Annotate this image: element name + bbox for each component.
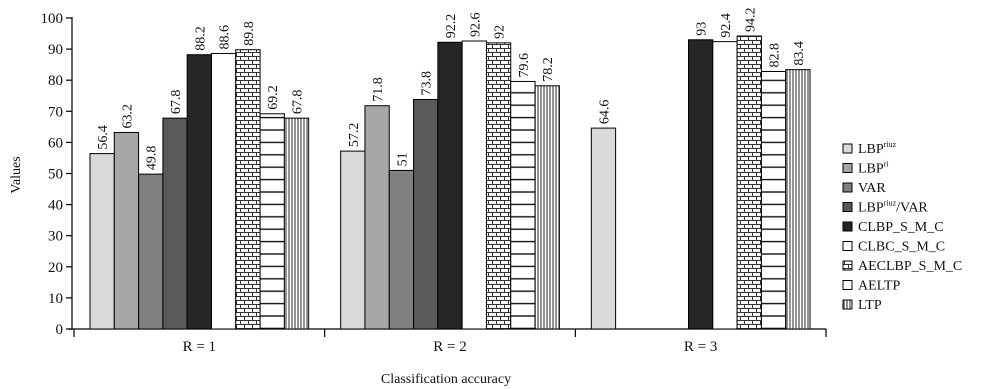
legend-label: AELTP — [858, 279, 900, 294]
legend-item: AECLBP_S_M_C — [842, 259, 962, 274]
legend-item: AELTP — [842, 279, 900, 294]
bar — [510, 80, 536, 330]
bar — [259, 113, 285, 330]
y-tick-label: 30 — [48, 229, 63, 245]
data-label: 92 — [493, 25, 508, 39]
bar — [113, 131, 140, 330]
legend-label: VAR — [858, 181, 886, 196]
bar — [162, 117, 188, 330]
y-tick-label: 100 — [41, 11, 64, 27]
x-tick-label: R = 2 — [433, 339, 466, 355]
bar — [485, 42, 512, 330]
data-label: 63.2 — [120, 104, 135, 129]
data-label: 67.8 — [169, 90, 184, 115]
bar — [590, 127, 617, 330]
legend-item: CLBP_S_M_C — [842, 220, 944, 235]
legend-swatch — [842, 182, 853, 193]
bar — [461, 40, 487, 330]
bar — [89, 153, 115, 330]
legend-item: LBPri — [842, 160, 889, 177]
bar — [235, 49, 261, 330]
bar — [186, 54, 212, 330]
x-tick-label: R = 1 — [183, 339, 216, 355]
legend-item: LBPriuz/VAR — [842, 199, 928, 216]
bar — [760, 70, 787, 330]
data-labels-layer: 56.4 63.2 49.8 67.8 88.2 88.6 89.8 69.2 67.8 57.2… — [96, 8, 807, 171]
y-tick-label: 40 — [48, 198, 63, 214]
data-label: 93 — [695, 22, 710, 36]
bar — [712, 41, 738, 330]
bar — [364, 105, 390, 330]
y-tick-label: 0 — [56, 322, 64, 338]
x-axis: R = 1 R = 2 R = 3 — [68, 328, 827, 355]
data-label: 92.4 — [719, 13, 734, 38]
y-tick-label: 90 — [48, 42, 63, 58]
legend-label: LBPri — [858, 160, 889, 177]
bars-layer — [89, 35, 811, 330]
bar — [736, 35, 762, 330]
data-label: 67.8 — [291, 90, 306, 115]
data-label: 57.2 — [347, 123, 362, 148]
y-axis-title: Values — [9, 156, 24, 193]
data-label: 88.6 — [218, 25, 233, 50]
bar — [210, 52, 237, 330]
legend-swatch — [842, 221, 853, 232]
legend-swatch — [842, 299, 853, 310]
legend-label: AECLBP_S_M_C — [858, 259, 962, 274]
data-label: 89.8 — [242, 21, 257, 46]
legend-label: CLBC_S_M_C — [858, 240, 945, 255]
data-label: 92.2 — [444, 14, 459, 39]
data-label: 82.8 — [768, 43, 783, 68]
bar — [785, 69, 811, 330]
legend-item: CLBC_S_M_C — [842, 240, 945, 255]
y-tick-label: 50 — [48, 167, 63, 183]
legend-label: LBPriuz/VAR — [858, 199, 928, 216]
legend-label: LTP — [858, 298, 882, 313]
legend-swatch — [842, 163, 853, 173]
legend: LBPriuz LBPri VAR LBPriuz/VAR CLBP_S_M_C CLBC… — [842, 140, 962, 313]
data-label: 79.6 — [517, 53, 532, 78]
legend-label: CLBP_S_M_C — [858, 220, 944, 235]
legend-item: LBPriuz — [842, 140, 897, 157]
data-label: 64.6 — [597, 100, 612, 125]
bar — [340, 150, 366, 330]
y-axis: 0 10 20 30 40 50 60 70 80 90 100 — [41, 11, 73, 338]
legend-swatch — [842, 260, 853, 271]
legend-item: VAR — [842, 181, 886, 196]
legend-label: LBPriuz — [858, 140, 897, 157]
data-label: 92.6 — [468, 13, 483, 38]
bar — [688, 39, 714, 330]
data-label: 88.2 — [193, 26, 208, 51]
bar — [534, 85, 560, 330]
data-label: 69.2 — [266, 85, 281, 110]
data-label: 71.8 — [371, 77, 386, 102]
legend-swatch — [842, 143, 853, 154]
x-tick-label: R = 3 — [684, 339, 717, 355]
y-tick-label: 70 — [48, 104, 63, 120]
data-label: 51 — [395, 152, 410, 166]
legend-swatch — [842, 280, 853, 290]
bar — [437, 41, 463, 330]
data-label: 83.4 — [792, 41, 807, 66]
y-tick-label: 20 — [48, 260, 63, 276]
legend-swatch — [842, 202, 853, 212]
x-axis-title: Classification accuracy — [381, 372, 511, 387]
legend-swatch — [842, 241, 853, 251]
data-label: 56.4 — [96, 125, 111, 150]
y-tick-label: 80 — [48, 73, 63, 89]
data-label: 94.2 — [743, 8, 758, 33]
bar — [388, 169, 415, 330]
data-label: 78.2 — [541, 57, 556, 82]
bar — [138, 173, 164, 330]
bar — [283, 117, 310, 330]
bar — [413, 98, 439, 330]
data-label: 49.8 — [145, 146, 160, 171]
y-tick-label: 10 — [48, 291, 63, 307]
data-label: 73.8 — [420, 71, 435, 96]
y-tick-label: 60 — [48, 135, 63, 151]
legend-item: LTP — [842, 298, 882, 313]
